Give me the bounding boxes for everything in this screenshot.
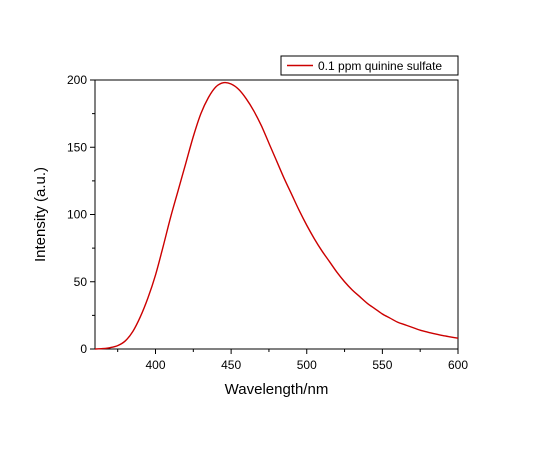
x-tick-label: 600 xyxy=(448,358,468,372)
axis-ticks xyxy=(90,79,459,354)
legend: 0.1 ppm quinine sulfate xyxy=(280,55,459,76)
x-axis-label: Wavelength/nm xyxy=(225,381,329,398)
series-line-quinine-sulfate xyxy=(94,81,459,350)
legend-box xyxy=(280,55,459,76)
y-axis-label: Intensity (a.u.) xyxy=(32,167,49,262)
legend-label: 0.1 ppm quinine sulfate xyxy=(318,59,442,73)
x-tick-label: 500 xyxy=(297,358,317,372)
axis-tick-labels: 400 450 500 550 600 0 50 100 150 200 xyxy=(67,73,468,372)
plot-area-frame xyxy=(94,79,459,350)
x-tick-label: 550 xyxy=(372,358,392,372)
x-tick-label: 400 xyxy=(145,358,165,372)
y-tick-label: 0 xyxy=(80,342,87,356)
y-tick-label: 100 xyxy=(67,208,87,222)
y-tick-label: 150 xyxy=(67,140,87,154)
y-tick-label: 200 xyxy=(67,73,87,87)
x-tick-label: 450 xyxy=(221,358,241,372)
y-tick-label: 50 xyxy=(74,275,88,289)
